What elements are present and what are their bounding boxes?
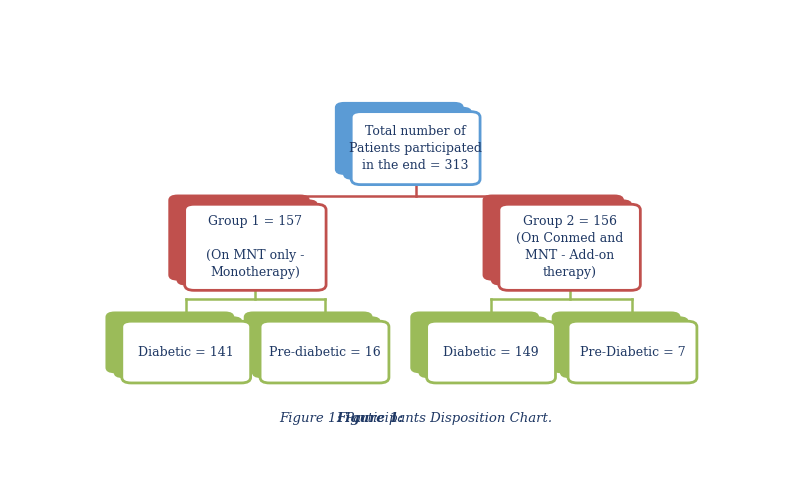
FancyBboxPatch shape: [427, 321, 556, 383]
FancyBboxPatch shape: [560, 316, 689, 378]
FancyBboxPatch shape: [351, 112, 480, 185]
FancyBboxPatch shape: [122, 321, 251, 383]
FancyBboxPatch shape: [105, 312, 234, 373]
FancyBboxPatch shape: [491, 199, 632, 285]
Text: Total number of
Patients participated
in the end = 313: Total number of Patients participated in…: [350, 124, 482, 172]
Text: Group 1 = 157

(On MNT only -
Monotherapy): Group 1 = 157 (On MNT only - Monotherapy…: [206, 215, 305, 279]
Text: Diabetic = 149: Diabetic = 149: [444, 346, 539, 359]
FancyBboxPatch shape: [418, 316, 547, 378]
Text: Group 2 = 156
(On Conmed and
MNT - Add-on
therapy): Group 2 = 156 (On Conmed and MNT - Add-o…: [516, 215, 624, 279]
FancyBboxPatch shape: [260, 321, 389, 383]
FancyBboxPatch shape: [244, 312, 372, 373]
FancyBboxPatch shape: [169, 194, 310, 280]
FancyBboxPatch shape: [335, 102, 464, 175]
Text: Pre-Diabetic = 7: Pre-Diabetic = 7: [580, 346, 685, 359]
Text: Figure 1:: Figure 1:: [337, 412, 404, 425]
FancyBboxPatch shape: [114, 316, 242, 378]
FancyBboxPatch shape: [185, 204, 326, 290]
FancyBboxPatch shape: [568, 321, 697, 383]
FancyBboxPatch shape: [483, 194, 624, 280]
FancyBboxPatch shape: [499, 204, 641, 290]
FancyBboxPatch shape: [343, 107, 472, 180]
FancyBboxPatch shape: [177, 199, 318, 285]
FancyBboxPatch shape: [410, 312, 539, 373]
FancyBboxPatch shape: [551, 312, 680, 373]
Text: Diabetic = 141: Diabetic = 141: [139, 346, 234, 359]
Text: Pre-diabetic = 16: Pre-diabetic = 16: [268, 346, 380, 359]
FancyBboxPatch shape: [252, 316, 380, 378]
Text: Figure 1: Participants Disposition Chart.: Figure 1: Participants Disposition Chart…: [279, 412, 552, 425]
